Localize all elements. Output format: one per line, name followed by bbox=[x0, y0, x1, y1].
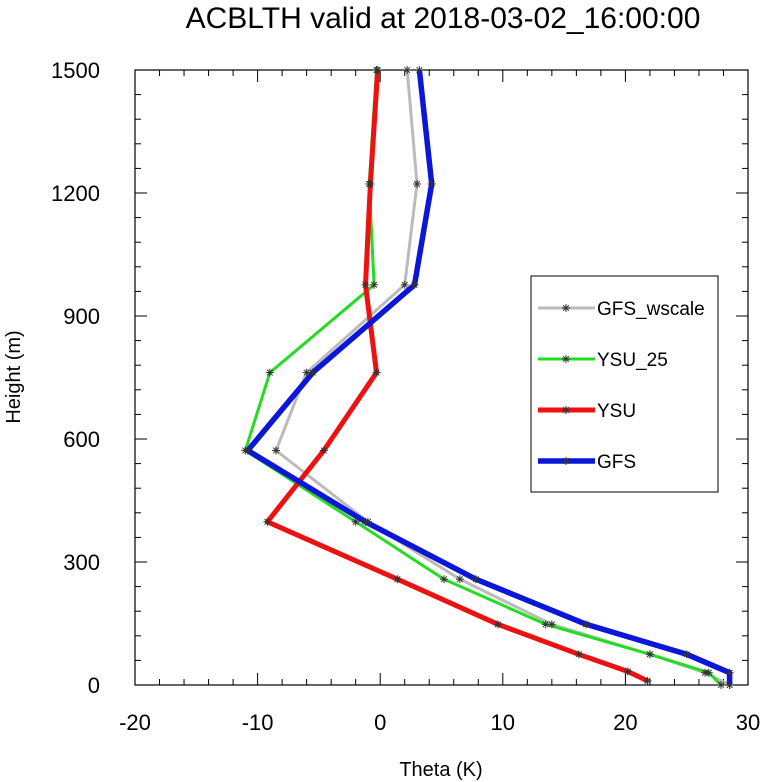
legend-marker bbox=[562, 355, 570, 363]
data-point-marker bbox=[471, 575, 480, 584]
data-point-marker bbox=[704, 668, 713, 677]
x-tick-label: 0 bbox=[374, 710, 386, 735]
data-point-marker bbox=[455, 575, 464, 584]
data-point-marker bbox=[725, 668, 734, 677]
series-lines bbox=[241, 66, 734, 689]
y-tick-label: 900 bbox=[63, 304, 100, 329]
data-point-marker bbox=[493, 620, 502, 629]
y-tick-label: 600 bbox=[63, 427, 100, 452]
data-point-marker bbox=[682, 650, 691, 659]
data-point-marker bbox=[717, 681, 726, 689]
data-point-marker bbox=[361, 517, 370, 526]
data-point-marker bbox=[370, 280, 379, 289]
data-point-marker bbox=[403, 66, 412, 74]
data-point-marker bbox=[400, 280, 409, 289]
data-point-marker bbox=[366, 179, 375, 188]
data-point-marker bbox=[263, 517, 272, 526]
data-point-marker bbox=[725, 681, 734, 689]
y-axis-label: Height (m) bbox=[3, 330, 25, 423]
data-point-marker bbox=[319, 446, 328, 455]
data-point-marker bbox=[302, 368, 311, 377]
legend-marker bbox=[562, 406, 570, 414]
x-tick-label: 10 bbox=[491, 710, 515, 735]
legend: GFS_wscale YSU_25 YSU GFS bbox=[530, 275, 719, 493]
data-point-marker bbox=[361, 280, 370, 289]
x-tick-label: -10 bbox=[242, 710, 274, 735]
data-point-marker bbox=[393, 575, 402, 584]
legend-label-gfs: GFS bbox=[597, 452, 636, 473]
chart-title: ACBLTH valid at 2018-03-02_16:00:00 bbox=[186, 2, 701, 35]
data-point-marker bbox=[243, 446, 252, 455]
data-point-marker bbox=[410, 280, 419, 289]
legend-label-gfs_wscale: GFS_wscale bbox=[597, 299, 705, 320]
x-tick-labels: -20 -10 0 10 20 30 bbox=[119, 710, 760, 735]
y-tick-label: 300 bbox=[63, 550, 100, 575]
data-point-marker bbox=[271, 446, 280, 455]
legend-marker bbox=[562, 304, 570, 312]
data-point-marker bbox=[439, 575, 448, 584]
plot-frame bbox=[134, 69, 749, 686]
data-point-marker bbox=[372, 368, 381, 377]
y-tick-label: 0 bbox=[88, 673, 100, 698]
y-tick-label: 1500 bbox=[51, 58, 100, 83]
data-point-marker bbox=[645, 650, 654, 659]
x-axis-label: Theta (K) bbox=[399, 759, 482, 781]
data-point-marker bbox=[643, 676, 652, 685]
data-point-marker bbox=[427, 179, 436, 188]
data-point-marker bbox=[265, 368, 274, 377]
data-point-marker bbox=[541, 620, 550, 629]
legend-box bbox=[530, 275, 719, 493]
data-point-marker bbox=[373, 66, 382, 74]
data-point-marker bbox=[308, 368, 317, 377]
legend-marker bbox=[562, 457, 570, 465]
legend-label-ysu_25: YSU_25 bbox=[597, 350, 668, 371]
data-point-marker bbox=[351, 517, 360, 526]
data-point-marker bbox=[582, 620, 591, 629]
data-point-marker bbox=[415, 66, 424, 74]
y-tick-label: 1200 bbox=[51, 181, 100, 206]
data-point-marker bbox=[623, 667, 632, 676]
x-tick-label: -20 bbox=[119, 710, 151, 735]
y-tick-labels: 0 300 600 900 1200 1500 bbox=[51, 58, 100, 698]
legend-label-ysu: YSU bbox=[597, 401, 636, 422]
data-point-marker bbox=[574, 650, 583, 659]
data-point-marker bbox=[412, 179, 421, 188]
x-tick-label: 30 bbox=[736, 710, 760, 735]
x-tick-label: 20 bbox=[613, 710, 637, 735]
